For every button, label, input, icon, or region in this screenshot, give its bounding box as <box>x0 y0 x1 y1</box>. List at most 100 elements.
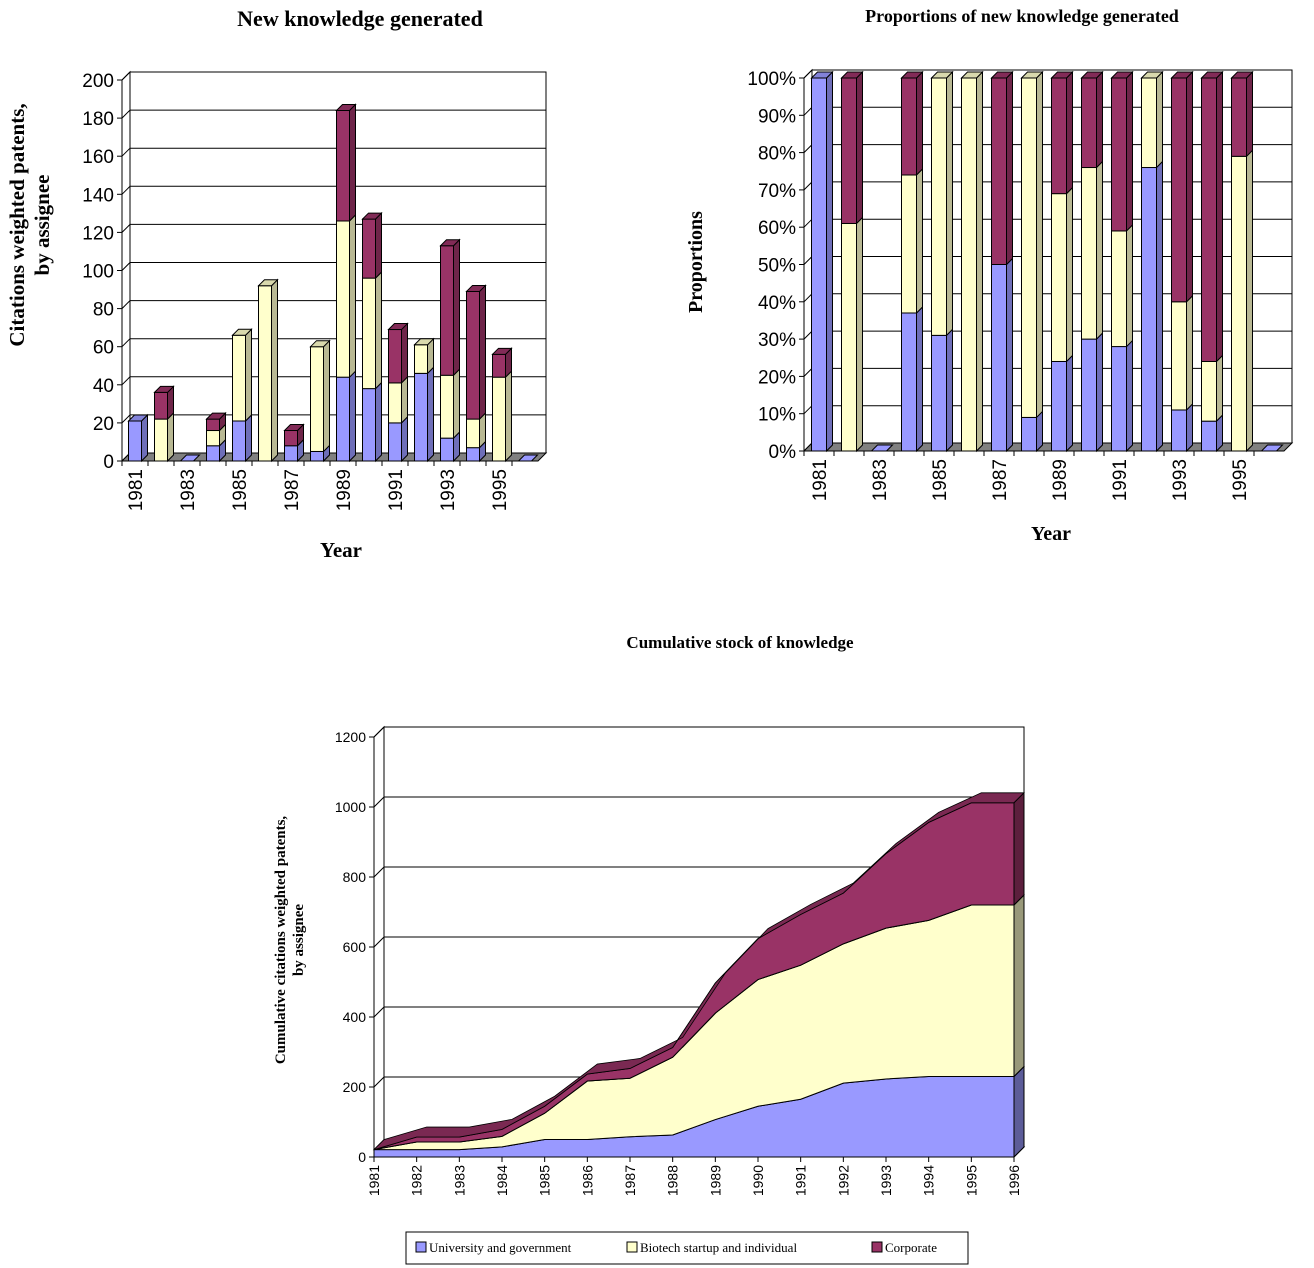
area-series-side <box>1013 893 1025 1078</box>
gridline <box>121 223 546 233</box>
bar-segment <box>284 445 298 462</box>
bar-segment-side <box>1006 257 1013 453</box>
y-tick-label: 1000 <box>335 799 366 815</box>
bar-segment-side <box>323 339 330 453</box>
bar-segment <box>492 376 506 462</box>
y-tick-label: 400 <box>343 1009 367 1025</box>
x-tick-label: 1996 <box>1006 1165 1022 1196</box>
bar-segment <box>206 430 220 447</box>
y-tick-label: 0% <box>769 442 797 463</box>
x-tick-label: 1981 <box>366 1165 382 1196</box>
chart-title: Proportions of new knowledge generated <box>865 6 1179 26</box>
bar-segment-side <box>1246 70 1253 158</box>
legend-label: Biotech startup and individual <box>640 1240 797 1255</box>
area-series-side <box>1013 1065 1025 1159</box>
bar-top <box>231 328 253 336</box>
bar-top <box>900 71 924 79</box>
y-tick-label: 140 <box>82 185 114 206</box>
bar-segment-side <box>856 216 863 453</box>
x-tick-label: 1981 <box>810 459 831 501</box>
bar-segment <box>388 422 402 462</box>
gridline <box>121 147 546 157</box>
bar-segment-side <box>1246 149 1253 453</box>
bar-top <box>1140 71 1164 79</box>
bar-segment <box>901 174 917 314</box>
gridline <box>373 796 1024 808</box>
bar-segment <box>310 346 324 452</box>
bar-segment <box>811 77 827 452</box>
bar-segment <box>991 77 1007 265</box>
bar-segment <box>1171 409 1187 452</box>
bar-segment-side <box>245 413 252 463</box>
bar-segment-side <box>1156 160 1163 453</box>
legend-label: Corporate <box>885 1240 937 1255</box>
bar-segment-side <box>916 305 923 453</box>
bar-top <box>960 71 984 79</box>
bar-top <box>990 71 1014 79</box>
bar-segment <box>1141 77 1157 169</box>
y-tick-label: 0 <box>358 1149 366 1165</box>
bar-top <box>840 71 864 79</box>
bar-top <box>413 338 435 346</box>
bar-segment-side <box>349 369 356 463</box>
bar-segment <box>466 447 480 462</box>
bar-segment <box>336 220 350 378</box>
x-tick-label: 1987 <box>990 459 1011 501</box>
bar-segment-side <box>1126 70 1133 233</box>
bar-segment <box>206 418 220 432</box>
x-axis-title: Year <box>320 538 362 562</box>
bar-segment-side <box>946 328 953 453</box>
bar-segment <box>284 430 298 447</box>
bar-top <box>930 71 954 79</box>
bar-segment <box>154 391 168 420</box>
legend: University and government Biotech startup… <box>405 1231 969 1265</box>
bar-top <box>1230 71 1254 79</box>
bar-segment-side <box>1066 354 1073 453</box>
y-tick-label: 70% <box>758 181 796 202</box>
x-tick-label: 1983 <box>870 459 891 501</box>
bar-segment <box>414 372 428 462</box>
bar-segment-side <box>453 368 460 440</box>
bar-segment-side <box>1006 70 1013 266</box>
bar-segment <box>1141 167 1157 452</box>
bar-chart-1: 0% 10% 20% 30% 40% 50% 60% 70% 80% 90% 100% 1981 198… <box>685 6 1294 545</box>
x-tick-label: 1989 <box>334 469 355 511</box>
x-tick-label: 1981 <box>126 469 147 511</box>
x-tick-label: 1985 <box>230 469 251 511</box>
x-tick-label: 1994 <box>921 1165 937 1196</box>
bar-top <box>1170 71 1194 79</box>
x-tick-label: 1990 <box>750 1165 766 1196</box>
bar-segment-side <box>479 284 486 421</box>
bar-segment <box>1111 346 1127 452</box>
bar-top <box>283 424 305 432</box>
y-tick-label: 20 <box>93 414 114 435</box>
bar-segment <box>1231 155 1247 452</box>
y-tick-label: 80% <box>758 144 796 165</box>
bar-segment-side <box>453 238 460 377</box>
bar-segment <box>1171 77 1187 303</box>
bar-segment-side <box>401 415 408 463</box>
bar-segment <box>336 109 350 222</box>
bar-segment <box>310 450 324 462</box>
bar-segment <box>232 420 246 462</box>
bar-top <box>335 103 357 111</box>
bar-segment <box>1111 77 1127 232</box>
bar-segment <box>1051 77 1067 195</box>
bar-segment <box>1171 301 1187 411</box>
bar-segment <box>870 444 894 452</box>
bar-top <box>1080 71 1104 79</box>
y-tick-label: 50% <box>758 256 796 277</box>
bar-segment-side <box>856 70 863 225</box>
bar-segment-side <box>375 381 382 463</box>
bar-segment-side <box>375 270 382 390</box>
bar-segment <box>901 312 917 452</box>
bar-top <box>387 323 409 331</box>
bar-segment <box>388 382 402 424</box>
gridline <box>121 300 546 309</box>
bar-segment <box>1051 360 1067 452</box>
bar-top <box>491 347 513 355</box>
x-tick-label: 1988 <box>665 1165 681 1196</box>
y-axis-title: Cumulative citations weighted patents, <box>273 816 289 1065</box>
bar-segment <box>1111 230 1127 348</box>
